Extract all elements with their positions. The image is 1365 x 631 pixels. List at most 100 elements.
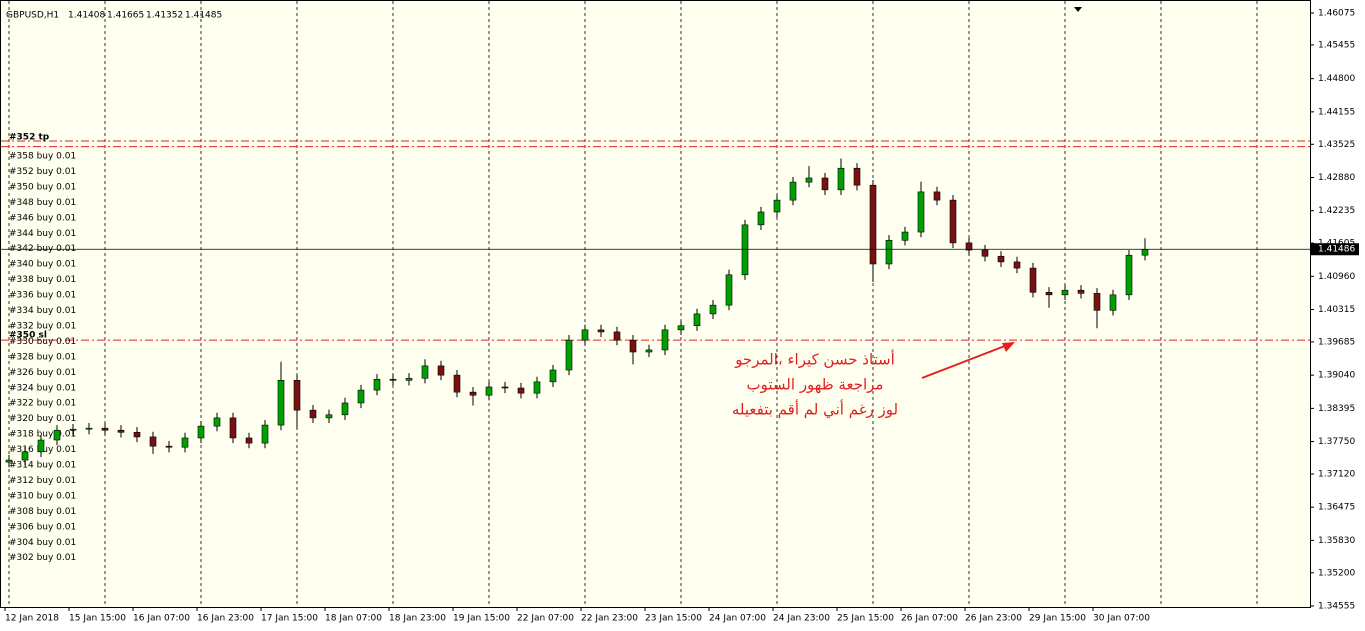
candle-body [549, 369, 557, 383]
candle-body [453, 374, 461, 393]
candle-body [501, 386, 509, 389]
order-label: #340 buy 0.01 [9, 260, 76, 270]
candle-body [805, 177, 813, 183]
candle-body [709, 304, 717, 315]
y-tick-label: 1.35830 [1318, 536, 1355, 546]
candle-body [661, 329, 669, 351]
candle-body [149, 436, 157, 447]
x-tick-label: 18 Jan 23:00 [389, 614, 446, 624]
candle-body [933, 191, 941, 201]
candle-body [1013, 261, 1021, 269]
candle-body [837, 167, 845, 191]
y-tick-label: 1.46075 [1318, 9, 1355, 19]
candle-body [469, 391, 477, 396]
order-label: #308 buy 0.01 [9, 507, 76, 517]
y-tick-label: 1.44155 [1318, 107, 1355, 117]
x-tick-label: 16 Jan 07:00 [133, 614, 190, 624]
current-price-box [1311, 243, 1359, 256]
x-tick-label: 16 Jan 23:00 [197, 614, 254, 624]
order-label: #302 buy 0.01 [9, 553, 76, 563]
candle-body [1077, 289, 1085, 294]
order-label: #344 buy 0.01 [9, 229, 76, 239]
candle-body [1045, 291, 1053, 296]
order-label: #350 buy 0.01 [9, 182, 76, 192]
y-tick-label: 1.39685 [1318, 337, 1355, 347]
order-label: #336 buy 0.01 [9, 291, 76, 301]
candle-body [1061, 289, 1069, 296]
candle-body [229, 417, 237, 439]
x-tick-label: 22 Jan 07:00 [517, 614, 574, 624]
candle-body [981, 249, 989, 257]
order-label: #306 buy 0.01 [9, 522, 76, 532]
candle-body [693, 313, 701, 327]
order-label: #332 buy 0.01 [9, 321, 76, 331]
order-label: #312 buy 0.01 [9, 476, 76, 486]
x-tick-label: 26 Jan 23:00 [965, 614, 1022, 624]
current-price-label: 1.41486 [1318, 245, 1355, 255]
tp-label: #352 tp [9, 133, 50, 143]
candle-body [885, 239, 893, 265]
x-tick-label: 24 Jan 07:00 [709, 614, 766, 624]
candle-body [373, 378, 381, 391]
y-tick-label: 1.42880 [1318, 173, 1355, 183]
header-low: 1.41352 [146, 11, 183, 21]
candle-body [101, 427, 109, 431]
vertical-grid [8, 1, 1258, 607]
header-open: 1.41408 [68, 11, 105, 21]
y-tick-label: 1.44800 [1318, 74, 1355, 84]
candle-body [629, 339, 637, 353]
order-label: #348 buy 0.01 [9, 198, 76, 208]
order-label: #346 buy 0.01 [9, 213, 76, 223]
candle-body [261, 424, 269, 444]
x-tick-label: 22 Jan 23:00 [581, 614, 638, 624]
order-label: #314 buy 0.01 [9, 461, 76, 471]
candle-body [581, 329, 589, 341]
candle-body [325, 414, 333, 419]
x-tick-label: 30 Jan 07:00 [1093, 614, 1150, 624]
header-symbol: GBPUSD,H1 [6, 11, 59, 21]
x-tick-label: 15 Jan 15:00 [69, 614, 126, 624]
annotation: أستاذ حسن كيراء ،المرجو [734, 350, 895, 369]
candle-body [5, 459, 13, 463]
candle-body [1125, 254, 1133, 296]
y-tick-label: 1.45455 [1318, 40, 1355, 50]
order-label: #352 buy 0.01 [9, 167, 76, 177]
x-tick-label: 18 Jan 07:00 [325, 614, 382, 624]
candle-body [421, 365, 429, 379]
x-tick-label: 25 Jan 15:00 [837, 614, 894, 624]
candle-body [965, 242, 973, 251]
candle-body [597, 329, 605, 333]
order-label: #322 buy 0.01 [9, 399, 76, 409]
candle-body [245, 437, 253, 444]
y-tick-label: 1.39040 [1318, 371, 1355, 381]
candle-body [997, 255, 1005, 263]
candle-body [437, 365, 445, 376]
candle-body [133, 431, 141, 438]
candle-body [677, 325, 685, 331]
order-label: #324 buy 0.01 [9, 383, 76, 393]
order-label: #330 buy 0.01 [9, 337, 76, 347]
order-label: #328 buy 0.01 [9, 352, 76, 362]
candle-body [565, 339, 573, 371]
y-tick-label: 1.40315 [1318, 305, 1355, 315]
candle-body [773, 199, 781, 213]
y-tick-label: 1.37120 [1318, 469, 1355, 479]
x-tick-label: 12 Jan 2018 [5, 614, 59, 624]
order-label: #338 buy 0.01 [9, 275, 76, 285]
x-tick-label: 17 Jan 15:00 [261, 614, 318, 624]
x-tick-label: 24 Jan 23:00 [773, 614, 830, 624]
candle-body [1141, 248, 1149, 256]
shift-marker [1074, 7, 1082, 12]
header-close: 1.41485 [185, 11, 222, 21]
candle-body [117, 429, 125, 433]
candle-body [181, 437, 189, 448]
candle-body [725, 274, 733, 306]
candle-body [789, 181, 797, 201]
candle-body [405, 377, 413, 381]
candle-body [309, 409, 317, 419]
candle-body [277, 380, 285, 426]
order-label: #358 buy 0.01 [9, 152, 76, 162]
sl-label: #350 sl [9, 331, 47, 341]
candle-body [821, 177, 829, 191]
y-tick-label: 1.40960 [1318, 272, 1355, 282]
